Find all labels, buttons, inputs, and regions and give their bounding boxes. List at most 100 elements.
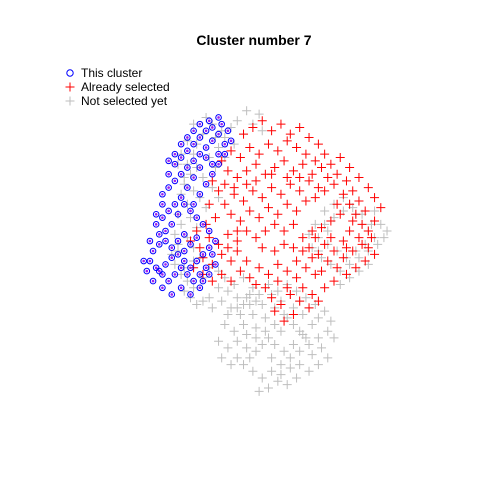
- point-not-selected-yet: [260, 313, 270, 323]
- point-this-cluster: [212, 261, 219, 268]
- point-not-selected-yet: [226, 360, 236, 370]
- point-not-selected-yet: [298, 310, 308, 319]
- point-already-selected: [242, 226, 252, 236]
- point-this-cluster-dot: [192, 142, 195, 146]
- point-already-selected: [295, 296, 305, 306]
- point-already-selected: [235, 266, 245, 276]
- point-already-selected: [323, 256, 333, 266]
- point-not-selected-yet: [254, 386, 264, 396]
- point-already-selected: [270, 219, 280, 229]
- point-already-selected: [192, 226, 202, 236]
- point-already-selected: [204, 233, 214, 243]
- point-this-cluster-dot: [161, 273, 164, 276]
- point-already-selected: [332, 199, 342, 209]
- point-already-selected: [282, 266, 292, 276]
- point-this-cluster: [187, 241, 194, 248]
- point-already-selected: [307, 169, 317, 179]
- point-already-selected: [295, 186, 305, 196]
- point-not-selected-yet: [242, 106, 252, 116]
- point-already-selected: [273, 276, 283, 286]
- point-this-cluster-dot: [167, 159, 170, 163]
- point-already-selected: [279, 156, 289, 166]
- point-this-cluster: [205, 227, 213, 235]
- point-this-cluster: [209, 170, 216, 178]
- point-already-selected: [257, 243, 267, 253]
- point-this-cluster: [180, 257, 188, 265]
- point-not-selected-yet: [198, 296, 208, 306]
- point-this-cluster-dot: [154, 213, 158, 216]
- point-not-selected-yet: [214, 283, 224, 293]
- point-already-selected: [326, 233, 336, 243]
- point-not-selected-yet: [254, 109, 264, 119]
- point-already-selected: [329, 246, 339, 256]
- point-this-cluster: [209, 251, 216, 258]
- point-this-cluster: [159, 214, 166, 221]
- point-this-cluster-dot: [170, 293, 174, 296]
- point-this-cluster-dot: [164, 239, 167, 243]
- point-this-cluster: [196, 164, 204, 171]
- point-not-selected-yet: [273, 376, 283, 386]
- point-not-selected-yet: [239, 320, 249, 330]
- point-this-cluster-dot: [198, 136, 202, 139]
- point-this-cluster: [155, 231, 163, 238]
- point-this-cluster-dot: [179, 156, 183, 159]
- point-this-cluster: [168, 244, 176, 251]
- point-already-selected: [329, 179, 339, 189]
- point-this-cluster-dot: [211, 139, 214, 143]
- point-not-selected-yet: [273, 286, 283, 296]
- point-not-selected-yet: [242, 293, 252, 303]
- point-this-cluster-dot: [207, 246, 211, 249]
- point-this-cluster: [177, 284, 185, 292]
- point-this-cluster-dot: [154, 223, 158, 226]
- point-this-cluster: [165, 277, 172, 285]
- point-already-selected: [310, 269, 320, 279]
- point-this-cluster: [187, 264, 194, 272]
- point-already-selected: [332, 169, 342, 179]
- point-already-selected: [313, 139, 323, 149]
- point-not-selected-yet: [301, 293, 311, 303]
- point-not-selected-yet: [251, 296, 261, 306]
- point-already-selected: [279, 239, 289, 249]
- point-already-selected: [345, 226, 355, 236]
- point-already-selected: [351, 209, 361, 219]
- point-this-cluster-dot: [217, 162, 220, 166]
- point-already-selected: [298, 233, 308, 243]
- point-this-cluster-dot: [173, 152, 177, 156]
- point-not-selected-yet: [320, 206, 330, 216]
- point-not-selected-yet: [345, 259, 355, 269]
- point-already-selected: [345, 199, 355, 209]
- point-already-selected: [214, 186, 224, 196]
- point-this-cluster: [146, 237, 154, 245]
- point-already-selected: [239, 129, 249, 139]
- point-this-cluster-dot: [195, 259, 199, 263]
- legend-marker-already-selected: [65, 82, 75, 92]
- point-already-selected: [317, 266, 327, 276]
- point-already-selected: [313, 249, 323, 259]
- point-this-cluster: [177, 170, 185, 178]
- point-this-cluster: [190, 127, 197, 135]
- point-already-selected: [348, 216, 358, 226]
- point-this-cluster-dot: [195, 216, 199, 219]
- point-this-cluster-dot: [186, 186, 189, 189]
- point-this-cluster: [177, 154, 185, 161]
- point-already-selected: [288, 166, 298, 176]
- point-already-selected: [267, 293, 277, 303]
- point-already-selected: [354, 173, 364, 183]
- point-this-cluster: [199, 277, 207, 285]
- point-already-selected: [332, 263, 342, 273]
- point-not-selected-yet: [292, 286, 302, 296]
- point-this-cluster-dot: [229, 139, 233, 143]
- point-already-selected: [310, 233, 320, 243]
- point-already-selected: [263, 139, 273, 149]
- point-this-cluster: [202, 144, 210, 151]
- point-this-cluster-dot: [189, 293, 192, 296]
- point-this-cluster-dot: [176, 239, 180, 243]
- point-already-selected: [245, 143, 255, 152]
- point-this-cluster-dot: [151, 279, 155, 283]
- point-this-cluster: [190, 157, 197, 165]
- plot-points: [140, 106, 392, 396]
- point-this-cluster: [152, 221, 160, 228]
- point-already-selected: [357, 219, 367, 229]
- point-already-selected: [251, 159, 261, 169]
- point-this-cluster: [202, 180, 210, 188]
